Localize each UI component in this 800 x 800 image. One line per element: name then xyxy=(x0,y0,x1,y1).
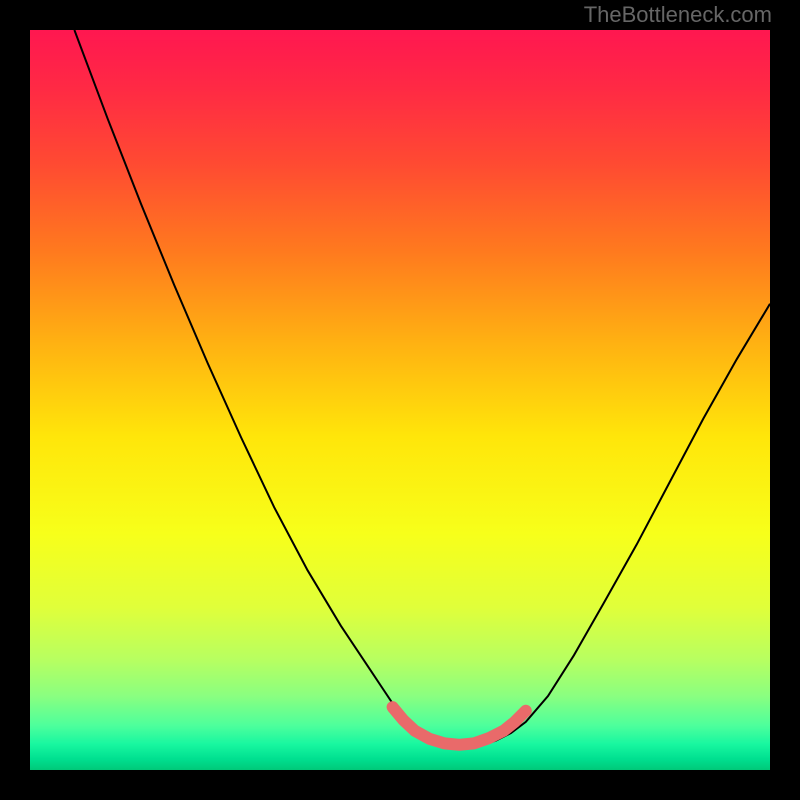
plot-area xyxy=(30,30,770,770)
chart-frame: TheBottleneck.com xyxy=(0,0,800,800)
watermark-text: TheBottleneck.com xyxy=(584,2,772,28)
chart-svg xyxy=(30,30,770,770)
gradient-background xyxy=(30,30,770,770)
